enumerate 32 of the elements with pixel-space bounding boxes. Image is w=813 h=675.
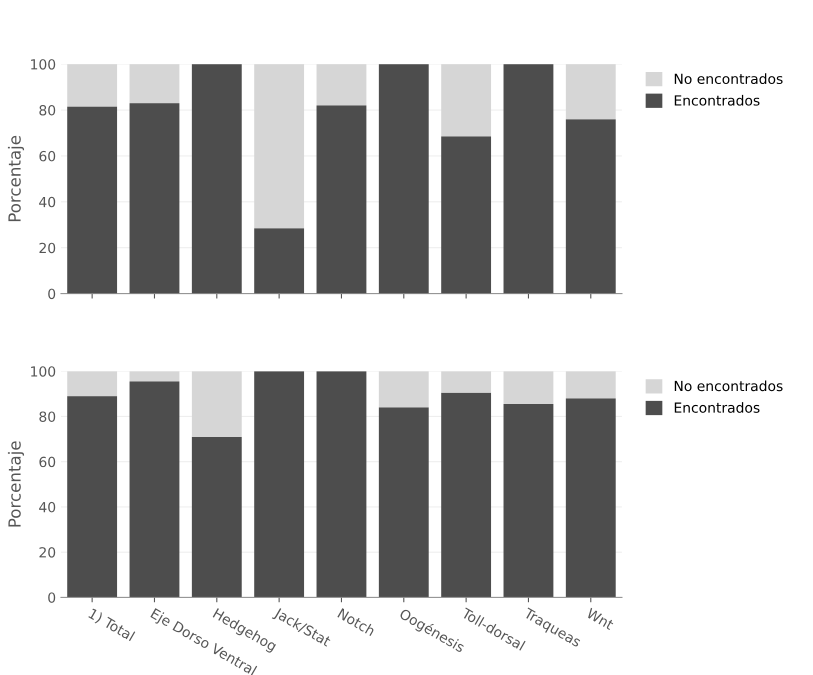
bar [192,371,242,437]
legend-label: Encontrados [674,402,760,413]
bar [441,371,492,393]
y-tick-label: 60 [39,150,56,162]
bar [130,371,180,382]
y-tick-label: 40 [39,196,56,208]
legend-label: No encontrados [674,380,783,392]
x-tick-label: Wnt [586,608,615,630]
y-axis-title: Porcentaje [8,136,24,222]
bar [67,64,118,107]
bar [566,64,616,120]
y-tick-label: 0 [48,592,56,603]
legend-label: Encontrados [674,94,760,106]
legend-label: No encontrados [674,73,783,84]
bar [254,64,304,228]
y-tick-label: 60 [39,456,56,468]
bar [316,64,366,106]
y-tick-label: 0 [48,288,56,300]
y-axis-title: Porcentaje [8,441,24,527]
y-tick-label: 100 [31,366,56,377]
y-tick-label: 80 [39,104,56,116]
bar [566,371,616,398]
y-tick-label: 80 [39,411,56,422]
bar [441,64,492,136]
bar [67,371,118,396]
y-tick-label: 40 [39,502,56,512]
y-tick-label: 100 [31,59,56,70]
bar [504,371,554,404]
bar [130,64,180,104]
y-tick-label: 20 [39,242,56,254]
bar [378,371,429,408]
y-tick-label: 20 [39,547,56,558]
